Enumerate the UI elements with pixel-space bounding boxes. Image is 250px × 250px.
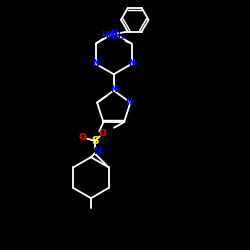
Text: O: O <box>79 134 86 142</box>
Text: NH₂: NH₂ <box>107 32 125 41</box>
Text: N: N <box>128 60 135 68</box>
Text: N: N <box>94 147 101 156</box>
Text: N: N <box>92 60 100 68</box>
Text: N: N <box>125 98 132 106</box>
Text: N: N <box>110 29 117 38</box>
Text: O: O <box>99 130 106 138</box>
Text: S: S <box>91 136 98 146</box>
Text: N: N <box>110 84 117 94</box>
Text: HN: HN <box>102 31 116 40</box>
